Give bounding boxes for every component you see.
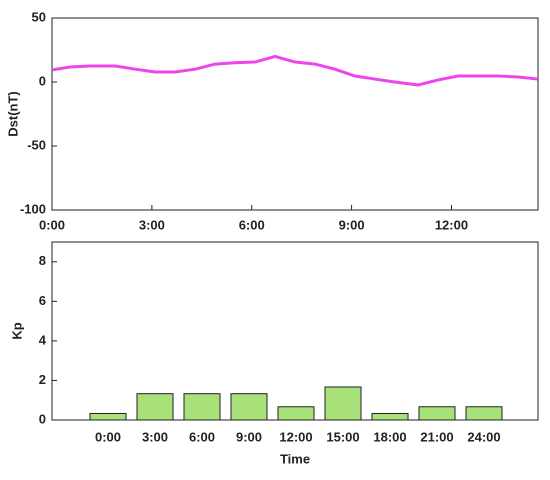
y-tick-label: 50 bbox=[32, 9, 46, 24]
x-tick-label: 0:00 bbox=[95, 429, 121, 444]
bar bbox=[418, 406, 456, 421]
bottom-frame bbox=[51, 241, 539, 421]
dst-line bbox=[51, 54, 539, 87]
x-axis-label: Time bbox=[280, 451, 310, 466]
y-tick-label: -100 bbox=[20, 201, 46, 216]
x-tick-label: 6:00 bbox=[239, 217, 265, 232]
y-tick-label: 6 bbox=[39, 293, 46, 308]
x-tick-label: 18:00 bbox=[373, 429, 406, 444]
x-tick-label: 12:00 bbox=[279, 429, 312, 444]
bar bbox=[465, 406, 503, 421]
x-tick-label: 9:00 bbox=[339, 217, 365, 232]
x-tick-label: 21:00 bbox=[420, 429, 453, 444]
top-frame bbox=[51, 17, 539, 211]
y-tick-label: 0 bbox=[39, 73, 46, 88]
x-tick-label: 12:00 bbox=[435, 217, 468, 232]
y-axis-label: Kp bbox=[9, 322, 24, 339]
bar bbox=[371, 412, 409, 421]
y-axis-label: Dst(nT) bbox=[5, 91, 20, 137]
x-tick-label: 24:00 bbox=[467, 429, 500, 444]
bar bbox=[136, 393, 174, 421]
x-tick-label: 3:00 bbox=[139, 217, 165, 232]
y-tick-label: -50 bbox=[27, 137, 46, 152]
y-tick-label: 2 bbox=[39, 372, 46, 387]
x-tick-label: 0:00 bbox=[39, 217, 65, 232]
bar bbox=[89, 412, 127, 421]
x-tick-label: 3:00 bbox=[142, 429, 168, 444]
y-tick-label: 8 bbox=[39, 253, 46, 268]
x-tick-label: 9:00 bbox=[236, 429, 262, 444]
bar bbox=[230, 393, 268, 421]
bar bbox=[324, 386, 362, 421]
y-tick-label: 0 bbox=[39, 411, 46, 426]
bar bbox=[277, 406, 315, 421]
x-tick-label: 15:00 bbox=[326, 429, 359, 444]
y-tick-label: 4 bbox=[39, 332, 47, 347]
x-tick-label: 6:00 bbox=[189, 429, 215, 444]
bar bbox=[183, 393, 221, 421]
